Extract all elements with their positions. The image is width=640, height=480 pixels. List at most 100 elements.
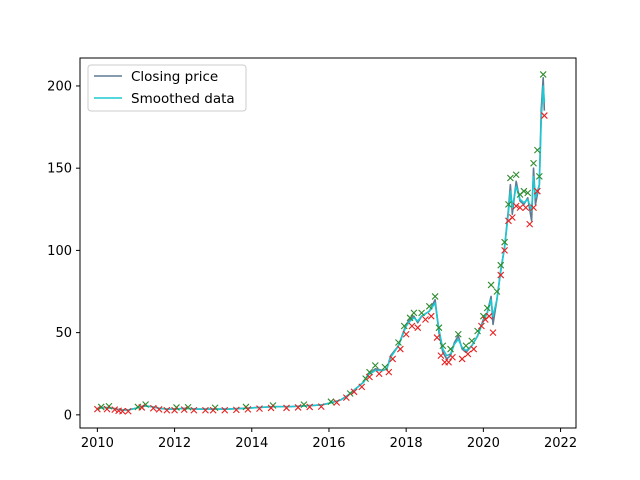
min-marker [530,204,537,212]
y-tick-label: 50 [55,326,72,341]
max-marker [505,200,512,208]
min-marker [163,406,171,414]
min-marker [317,403,325,411]
min-marker [427,312,435,320]
x-tick-label: 2016 [312,436,345,451]
min-marker [433,334,441,341]
min-marker [508,214,516,221]
max-marker [425,302,433,310]
min-marker [437,352,445,360]
x-tick-label: 2018 [390,436,423,451]
min-marker [366,373,373,381]
x-axis: 2010 2012 2014 2016 2018 2020 2022 [81,428,577,451]
min-marker [501,247,508,254]
x-tick-label: 2012 [158,436,191,451]
min-marker [267,404,275,412]
local-min-markers [93,112,548,415]
min-marker [350,388,358,396]
min-marker [540,112,548,119]
min-marker [232,406,240,414]
min-marker [408,322,416,330]
legend-label-smoothed-data: Smoothed data [131,91,235,107]
max-marker [400,322,408,330]
min-marker [294,404,302,411]
legend: Closing price Smoothed data [87,64,247,112]
min-marker [306,403,314,411]
min-marker [209,406,217,414]
min-marker [155,406,163,413]
min-marker [375,370,383,378]
min-marker [526,220,534,228]
max-marker [395,339,402,346]
max-marker [431,293,439,300]
min-marker [244,406,252,413]
legend-label-closing-price: Closing price [131,69,218,85]
x-tick-label: 2020 [467,436,500,451]
min-marker [478,322,485,330]
y-tick-label: 100 [47,244,72,259]
y-tick-label: 150 [47,162,72,177]
min-marker [221,406,229,414]
max-marker [439,342,447,350]
min-marker [138,404,146,411]
min-marker [485,312,493,320]
max-marker [435,324,443,332]
min-marker [103,405,111,413]
min-marker [470,345,478,353]
min-marker [124,407,132,415]
max-marker [506,174,514,182]
max-marker [497,261,505,269]
min-marker [283,404,290,412]
max-marker [300,401,308,409]
min-marker [414,324,422,332]
min-marker [422,316,429,323]
max-marker [539,71,547,78]
y-tick-label: 0 [64,408,72,423]
max-marker [512,171,520,179]
max-marker [530,159,537,167]
min-marker [190,406,198,414]
max-marker [327,398,335,406]
min-marker [342,394,350,401]
max-marker [406,314,414,322]
min-marker [489,329,497,337]
min-marker [534,187,541,195]
max-marker [366,368,373,376]
legend-box [87,64,247,112]
min-marker [111,406,119,413]
min-marker [512,202,520,210]
min-marker [522,204,530,212]
max-marker [534,146,541,154]
max-marker [479,312,487,320]
max-marker [184,403,192,411]
max-marker [524,189,532,197]
x-tick-label: 2022 [544,436,577,451]
min-marker [445,358,453,366]
min-marker [256,405,263,412]
max-marker [535,173,543,180]
max-marker [493,288,501,295]
min-marker [458,355,466,363]
min-marker [93,405,101,413]
max-marker [483,304,491,312]
max-marker [97,403,105,411]
max-marker [381,363,389,371]
max-marker [447,345,454,353]
min-marker [389,355,397,363]
min-marker [464,350,472,358]
min-marker [497,271,505,279]
max-marker [474,327,481,335]
max-marker [454,330,462,338]
max-marker [462,342,470,350]
y-tick-label: 200 [47,79,72,94]
min-marker [180,406,188,413]
min-marker [333,399,341,406]
min-marker [402,330,410,338]
max-marker [362,375,370,383]
min-marker [385,368,393,376]
x-tick-label: 2014 [235,436,268,451]
min-marker [202,406,209,414]
axes-frame [79,57,577,429]
min-marker [358,383,366,391]
